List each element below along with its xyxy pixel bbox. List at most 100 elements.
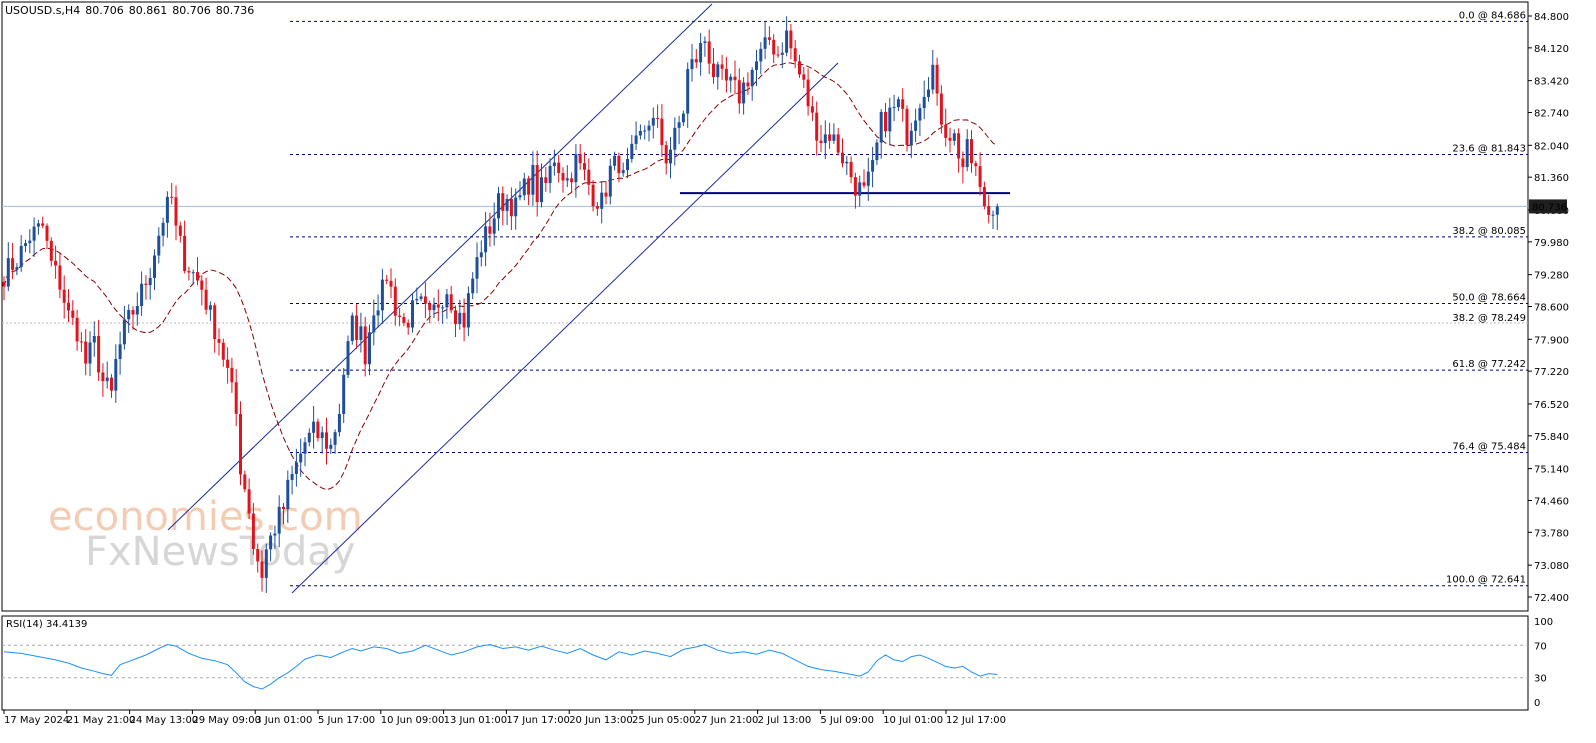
candle-body — [320, 432, 324, 439]
candle-body — [995, 206, 999, 215]
candle-body — [892, 107, 896, 109]
candle-body — [62, 289, 66, 303]
candle-body — [97, 336, 101, 373]
candle-body — [204, 289, 208, 310]
time-tick-label: 17 May 2024 — [4, 715, 69, 726]
candle-body — [927, 89, 930, 97]
fib-label: 50.0 @ 78.664 — [1452, 293, 1526, 304]
fib-label: 100.0 @ 72.641 — [1446, 575, 1526, 586]
candle-body — [135, 306, 139, 315]
candle-body — [918, 108, 922, 121]
candle-body — [307, 432, 311, 443]
candle-body — [656, 117, 660, 119]
candle-body — [71, 310, 75, 318]
candle-body — [815, 112, 819, 141]
candle-body — [75, 317, 79, 342]
candle-body — [196, 272, 199, 281]
candle-body — [737, 80, 741, 104]
time-tick-label: 21 May 21:00 — [67, 715, 136, 726]
candle-body — [49, 240, 53, 261]
candle-body — [6, 258, 10, 287]
watermark: economies.com FxNewsToday — [48, 494, 363, 575]
candle-body — [454, 310, 457, 325]
candle-body — [157, 235, 161, 256]
candle-body — [260, 561, 264, 578]
candle-body — [58, 265, 62, 290]
candle-body — [363, 326, 367, 365]
candle-body — [832, 134, 836, 141]
candle-body — [389, 280, 393, 287]
channel-upper-line — [167, 3, 713, 531]
time-tick-label: 5 Jul 09:00 — [820, 715, 874, 726]
candle-body — [183, 235, 187, 272]
close-value: 80.736 — [215, 4, 255, 17]
candle-body — [643, 130, 647, 132]
time-tick-label: 2 Jul 13:00 — [758, 715, 812, 726]
candle-body — [724, 68, 728, 81]
rsi-title: RSI(14) 34.4139 — [6, 619, 87, 630]
open-value: 80.706 — [85, 4, 124, 17]
time-tick-label: 3 Jun 01:00 — [255, 715, 312, 726]
candle-body — [841, 152, 844, 164]
candle-body — [776, 54, 780, 56]
candle-body — [342, 374, 346, 414]
candle-body — [24, 243, 27, 246]
candle-body — [110, 377, 113, 391]
candle-body — [449, 294, 453, 311]
candle-body — [810, 106, 814, 113]
candle-body — [699, 42, 703, 63]
candle-body — [217, 339, 221, 343]
candle-body — [952, 133, 956, 141]
candle-body — [763, 37, 767, 49]
candle-body — [355, 315, 359, 340]
candle-body — [948, 137, 952, 141]
candle-body — [965, 139, 969, 168]
candle-body — [518, 195, 522, 198]
candle-body — [36, 223, 40, 227]
candle-body — [939, 93, 943, 125]
candle-body — [729, 76, 733, 81]
candle-body — [793, 48, 797, 62]
candle-body — [935, 64, 939, 94]
candle-body — [148, 277, 152, 286]
candle-body — [372, 315, 376, 333]
candle-body — [922, 96, 926, 109]
candle-body — [475, 257, 479, 279]
candle-body — [617, 155, 621, 174]
candle-body — [806, 79, 810, 107]
old-fib-label: 38.2 @ 78.249 — [1452, 313, 1526, 324]
time-tick-label: 29 May 09:00 — [192, 715, 261, 726]
price-tick-label: 83.420 — [1534, 77, 1569, 88]
candle-body — [213, 305, 217, 340]
candle-body — [871, 160, 875, 172]
price-tick-label: 75.140 — [1534, 465, 1569, 476]
candle-body — [849, 161, 853, 178]
watermark-fxnewstoday: FxNewsToday — [85, 529, 355, 575]
price-tick-label: 84.800 — [1534, 12, 1569, 23]
candle-body — [677, 122, 681, 128]
rsi-tick-label: 0 — [1534, 698, 1540, 709]
candle-body — [613, 155, 617, 166]
candle-body — [101, 372, 105, 382]
candle-body — [286, 479, 290, 510]
candle-body — [127, 310, 131, 320]
candle-body — [303, 442, 307, 454]
candle-body — [41, 223, 45, 226]
candle-body — [531, 164, 535, 195]
candle-body — [875, 142, 879, 161]
candle-body — [660, 118, 664, 146]
current-price-badge — [1529, 199, 1567, 214]
candle-body — [604, 192, 608, 197]
candle-body — [853, 177, 857, 196]
candle-body — [458, 312, 462, 325]
candle-body — [712, 63, 715, 78]
candle-body — [178, 225, 182, 236]
candle-body — [131, 310, 135, 315]
moving-average-line — [3, 62, 998, 491]
rsi-tick-label: 70 — [1534, 641, 1547, 652]
candle-body — [497, 193, 500, 219]
candle-body — [720, 64, 724, 69]
candle-body — [200, 280, 204, 290]
candle-body — [144, 283, 148, 286]
